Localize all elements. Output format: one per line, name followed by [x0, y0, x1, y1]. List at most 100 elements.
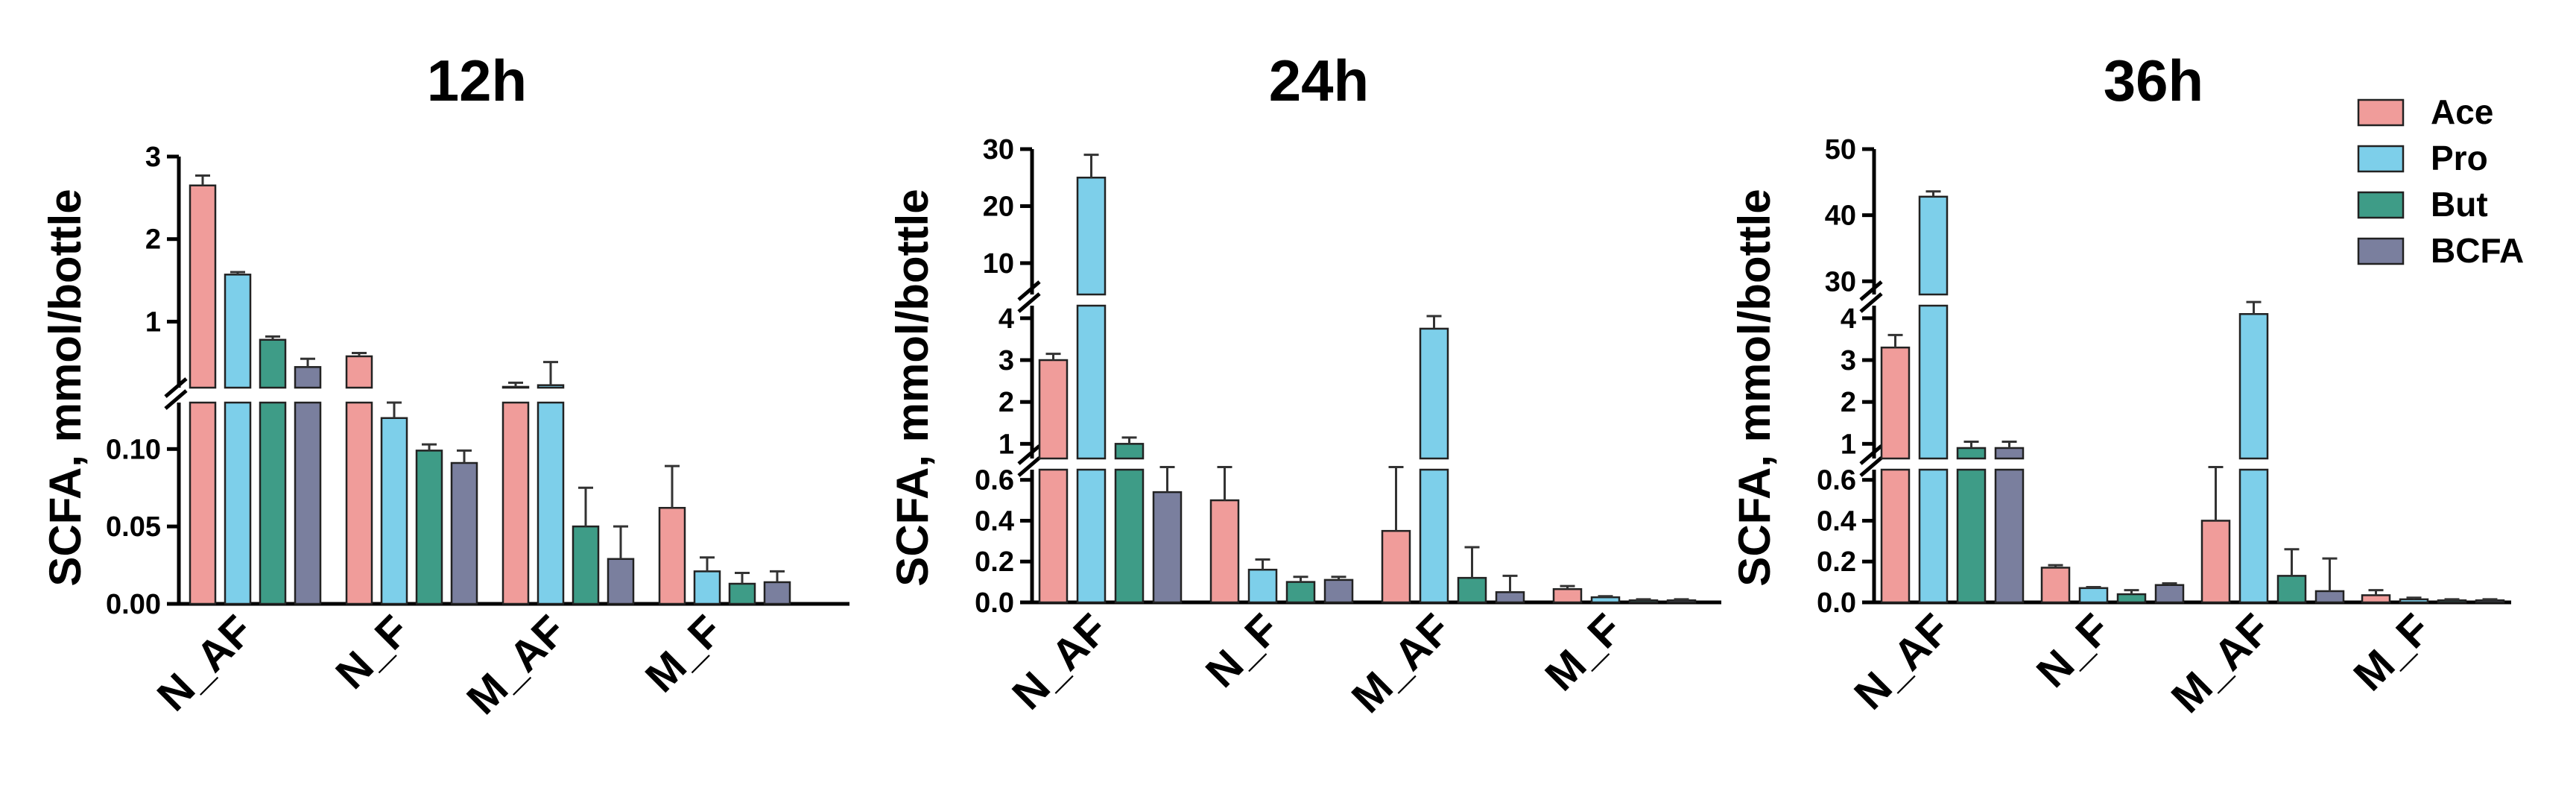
y-tick-label: 3: [999, 345, 1014, 376]
y-axis-label: SCFA, mmol/bottle: [40, 189, 90, 586]
bar-bcfa-n_af: [294, 401, 322, 605]
bar-pro-n_af: [1918, 304, 1949, 460]
axis-break-mark: [1859, 456, 1883, 477]
x-category-label: M_F: [2344, 605, 2440, 700]
x-category-label: N_AF: [1845, 605, 1959, 719]
bar-bcfa-n_af: [1994, 447, 2025, 460]
y-tick-label: 4: [999, 303, 1014, 335]
bar-pro-n_f: [2078, 587, 2109, 604]
x-category-label: N_AF: [1003, 605, 1117, 719]
bar-ace-n_f: [345, 355, 373, 389]
x-category-label: M_AF: [458, 606, 575, 724]
bar-but-n_af: [259, 401, 287, 605]
bar-pro-n_f: [380, 417, 408, 605]
y-tick-label: 0.6: [1817, 465, 1856, 497]
y-tick-label: 0.4: [1817, 505, 1856, 537]
y-tick-label: 0.05: [106, 511, 161, 543]
axis-break-mark: [1017, 292, 1041, 313]
bar-pro-m_af: [2238, 312, 2269, 460]
bar-pro-n_af: [1918, 195, 1949, 296]
bar-bcfa-m_af: [607, 558, 635, 605]
y-tick-label: 2: [1841, 387, 1856, 418]
x-category-label: N_AF: [148, 606, 262, 720]
y-tick-label: 0.00: [106, 589, 161, 620]
bar-pro-m_af: [1419, 468, 1449, 604]
y-tick-label: 30: [1825, 266, 1856, 297]
y-tick-label: 2: [999, 387, 1014, 418]
bar-ace-n_af: [1880, 468, 1911, 604]
y-tick-label: 1: [145, 306, 161, 338]
y-tick-label: 3: [1841, 345, 1856, 376]
bar-bcfa-m_f: [2475, 599, 2505, 604]
bar-bcfa-m_af: [1495, 591, 1525, 604]
bar-but-m_af: [572, 525, 600, 605]
x-category-label: N_F: [1197, 605, 1288, 696]
y-tick-label: 4: [1841, 303, 1856, 335]
y-axis-label: SCFA, mmol/bottle: [1730, 189, 1779, 586]
chart-panel-12h: 12h SCFA, mmol/bottle 0.00 0.05 0.10 1 2 3 N_AF N…: [40, 48, 849, 724]
y-tick-label: 30: [983, 134, 1014, 166]
bar-bcfa-m_f: [1666, 599, 1697, 604]
bar-pro-n_af: [1076, 176, 1107, 296]
bar-but-n_af: [259, 338, 287, 389]
y-tick-label: 1: [999, 429, 1014, 460]
y-axis-label: SCFA, mmol/bottle: [887, 189, 937, 586]
bar-ace-n_af: [189, 401, 217, 605]
axis-break-mark: [1859, 280, 1883, 301]
bar-but-n_af: [1956, 447, 1987, 460]
bar-ace-m_f: [2361, 594, 2391, 604]
axis-break-mark: [1859, 444, 1883, 465]
bar-but-n_f: [2116, 593, 2147, 604]
axis-break-mark: [164, 377, 188, 398]
y-tick-label: 40: [1825, 201, 1856, 232]
bar-but-n_f: [415, 450, 443, 605]
bar-ace-n_af: [1880, 346, 1911, 460]
bar-ace-m_af: [2200, 520, 2231, 604]
bar-bcfa-n_af: [1152, 491, 1183, 604]
y-tick-label: 3: [145, 142, 161, 173]
chart-title: 12h: [427, 48, 527, 113]
bar-but-m_af: [2276, 575, 2307, 604]
bar-but-m_f: [728, 582, 756, 605]
y-tick-label: 0.6: [975, 465, 1014, 497]
bar-bcfa-n_f: [1323, 579, 1354, 604]
chart-title: 24h: [1269, 48, 1369, 113]
bar-but-n_af: [1114, 443, 1145, 460]
x-category-label: N_F: [326, 606, 418, 698]
y-tick-label: 10: [983, 248, 1014, 280]
bar-bcfa-m_f: [763, 581, 791, 605]
bar-pro-m_af: [537, 401, 565, 605]
bar-but-n_af: [1956, 468, 1987, 604]
y-tick-label: 0.0: [1817, 587, 1856, 619]
bar-pro-m_f: [2399, 598, 2429, 604]
legend-label-but: But: [2431, 185, 2488, 224]
bar-bcfa-n_af: [1994, 468, 2025, 604]
axis-break-mark: [1017, 444, 1041, 465]
axis-break-mark: [1859, 292, 1883, 313]
axis-break-mark: [1017, 456, 1041, 477]
chart-title: 36h: [2104, 48, 2203, 113]
bar-pro-m_af: [537, 384, 565, 389]
y-tick-label: 0.2: [1817, 546, 1856, 578]
y-tick-label: 0.2: [975, 546, 1014, 578]
bar-pro-m_f: [693, 570, 721, 605]
bar-ace-m_f: [1552, 587, 1583, 604]
chart-panel-24h: 24h SCFA, mmol/bottle 0.0 0.2 0.4 0.6 1 2 3 4 10 20…: [887, 48, 1721, 722]
x-category-label: M_F: [636, 606, 732, 702]
bar-pro-n_f: [1247, 568, 1278, 604]
bar-ace-n_af: [189, 184, 217, 389]
bar-pro-m_af: [2238, 468, 2269, 604]
bar-ace-m_f: [658, 506, 686, 605]
legend: Ace Pro But BCFA: [2357, 92, 2524, 270]
y-tick-label: 20: [983, 191, 1014, 222]
bar-ace-n_f: [2040, 567, 2071, 604]
bar-ace-m_af: [1381, 529, 1411, 604]
legend-swatch-pro: [2357, 145, 2405, 173]
x-category-label: N_F: [2028, 605, 2119, 696]
bar-ace-m_af: [501, 401, 530, 605]
y-tick-label: 1: [1841, 429, 1856, 460]
legend-label-bcfa: BCFA: [2431, 231, 2524, 270]
legend-label-ace: Ace: [2431, 92, 2493, 131]
bar-pro-n_af: [224, 401, 252, 605]
legend-swatch-ace: [2357, 98, 2405, 127]
